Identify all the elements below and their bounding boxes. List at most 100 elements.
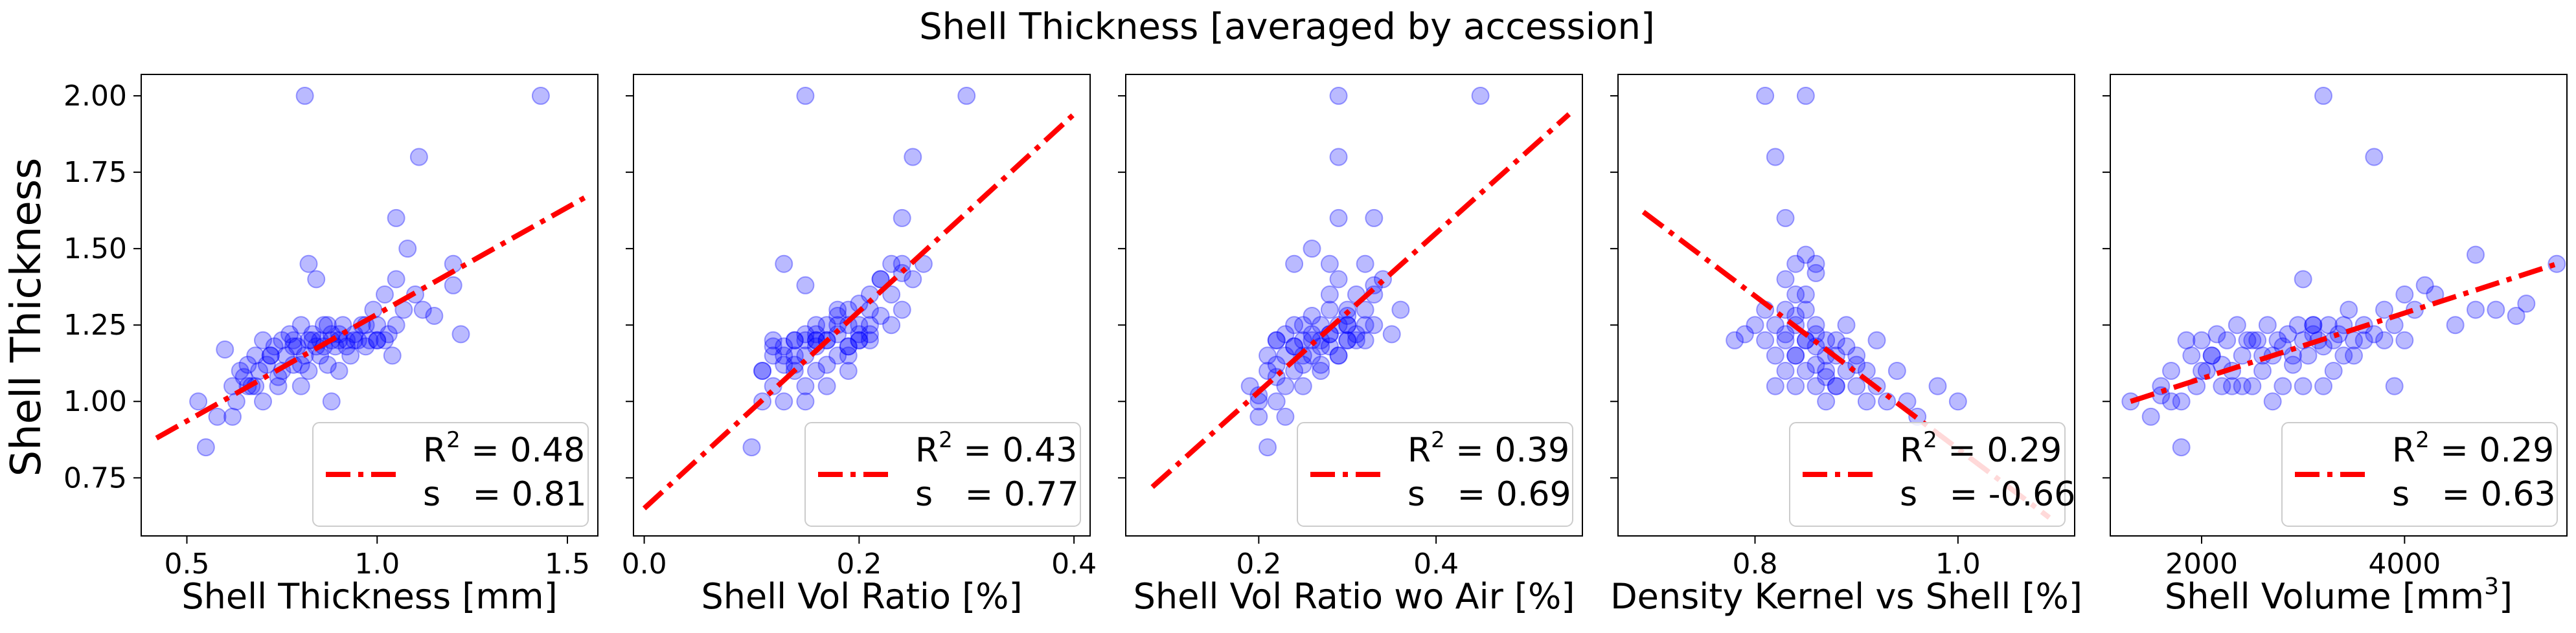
x-tick-label: 0.0 (622, 548, 667, 581)
data-point (398, 239, 417, 258)
data-point (2365, 325, 2384, 344)
data-point (368, 331, 387, 350)
data-point (2395, 285, 2414, 304)
data-point (1338, 316, 1357, 335)
legend-s-text: s = 0.81 (423, 475, 587, 514)
data-point (775, 337, 793, 356)
data-point (1807, 263, 1825, 282)
data-point (893, 263, 911, 282)
data-point (1365, 316, 1384, 335)
data-point (409, 148, 428, 166)
data-point (231, 362, 249, 381)
data-point (2395, 331, 2414, 350)
data-point (2385, 316, 2404, 335)
data-point (1365, 208, 1384, 227)
data-point (227, 392, 245, 411)
data-point (2294, 377, 2312, 395)
data-point (1312, 355, 1330, 374)
shared-y-axis-label: Shell Thickness (3, 158, 51, 477)
data-point (850, 316, 869, 335)
data-point (1259, 346, 1277, 365)
data-point (2314, 87, 2332, 106)
legend-r2-text: R2 = 0.39 (1408, 427, 1569, 470)
data-point (291, 377, 310, 395)
data-point (1338, 316, 1357, 335)
data-point (1796, 300, 1815, 319)
data-point (1766, 346, 1784, 365)
x-tick-label: 1.0 (354, 548, 400, 581)
data-point (796, 87, 815, 106)
data-point (1847, 377, 1866, 395)
data-point (904, 270, 922, 289)
data-point (2487, 300, 2505, 319)
data-point (1347, 331, 1365, 350)
data-point (246, 346, 265, 365)
data-point (1267, 331, 1286, 350)
axes-frame (2110, 74, 2568, 537)
data-point (1867, 331, 1886, 350)
data-point (764, 331, 782, 350)
data-point (1391, 300, 1410, 319)
legend-r2-value: 0.48 (510, 431, 585, 470)
data-point (2334, 346, 2353, 365)
data-point (775, 346, 793, 365)
data-point (775, 392, 793, 411)
data-point (2233, 377, 2251, 395)
data-point (2284, 355, 2302, 374)
data-point (2446, 316, 2465, 335)
data-point (2172, 392, 2191, 411)
x-tick-label: 2000 (2165, 548, 2238, 581)
data-point (1776, 270, 1795, 289)
data-point (1320, 337, 1339, 356)
data-point (2258, 316, 2277, 335)
legend-r2-text: R2 = 0.48 (423, 427, 585, 470)
data-point (2467, 300, 2485, 319)
data-point (234, 368, 253, 386)
data-point (360, 331, 379, 350)
data-point (1948, 392, 1967, 411)
data-point (315, 316, 333, 335)
data-point (1303, 346, 1321, 365)
data-point (189, 392, 208, 411)
data-point (2218, 331, 2237, 350)
data-point (451, 325, 470, 344)
legend: R2 = 0.39 s = 0.69 (1297, 422, 1573, 527)
subplot-grid: 0.5 1.0 1.5 0.75 1.00 1.25 1.50 1.75 2.00 Shell T… (63, 74, 2568, 617)
data-point (1786, 254, 1805, 273)
data-point (764, 377, 782, 395)
data-point (828, 300, 847, 319)
data-point (2182, 346, 2201, 365)
y-tick-label: 2.00 (63, 80, 127, 113)
data-point (1735, 325, 1754, 344)
data-point (1786, 285, 1805, 304)
data-point (238, 355, 257, 374)
data-point (284, 337, 302, 356)
legend: R2 = 0.29 s = -0.66 (1789, 422, 2075, 527)
data-point (345, 331, 363, 350)
data-point (2223, 377, 2241, 395)
y-tick-label: 1.25 (63, 309, 127, 342)
data-point (387, 270, 405, 289)
data-point (764, 337, 782, 356)
data-point (1294, 316, 1312, 335)
data-point (1726, 331, 1744, 350)
x-tick-label: 1.5 (545, 548, 590, 581)
regression-line (642, 112, 1076, 511)
data-point (1796, 362, 1815, 381)
data-point (871, 307, 890, 326)
legend-r2-value: 0.29 (1987, 431, 2062, 470)
data-point (1786, 346, 1805, 365)
data-point (1259, 438, 1277, 457)
data-point (893, 254, 911, 273)
data-point (303, 325, 322, 344)
data-point (1766, 316, 1784, 335)
data-point (1887, 362, 1906, 381)
data-point (2243, 377, 2262, 395)
data-point (387, 316, 405, 335)
data-point (1837, 337, 1856, 356)
data-point (223, 407, 242, 426)
x-tick-label: 0.5 (165, 548, 210, 581)
data-point (817, 316, 836, 335)
data-point (796, 325, 815, 344)
